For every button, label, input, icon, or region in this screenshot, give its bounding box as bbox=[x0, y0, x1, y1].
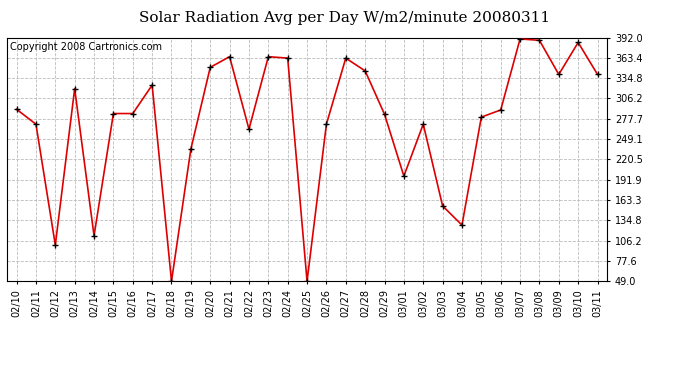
Text: Copyright 2008 Cartronics.com: Copyright 2008 Cartronics.com bbox=[10, 42, 162, 52]
Text: Solar Radiation Avg per Day W/m2/minute 20080311: Solar Radiation Avg per Day W/m2/minute … bbox=[139, 11, 551, 25]
